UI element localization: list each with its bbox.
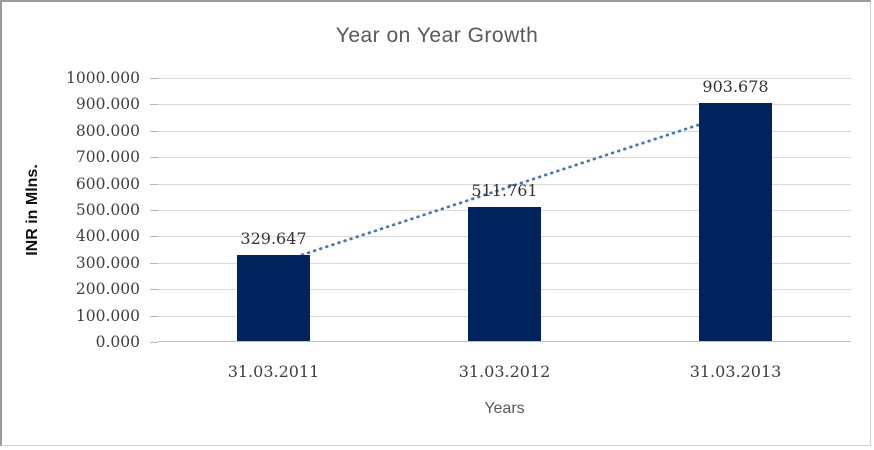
y-tick-label: 800.000 — [75, 121, 140, 140]
x-category-label: 31.03.2011 — [227, 362, 320, 381]
y-tick-mark — [150, 342, 158, 343]
y-tick-label: 500.000 — [75, 201, 140, 219]
y-tick-label: 300.000 — [75, 253, 140, 272]
y-tick-label: 200.000 — [75, 280, 140, 299]
y-tick-label: 900.000 — [75, 95, 140, 114]
y-tick-mark — [150, 289, 158, 291]
y-tick-mark — [150, 210, 158, 211]
y-tick-mark — [150, 78, 158, 79]
gridline — [158, 130, 851, 132]
x-axis-line — [158, 341, 851, 342]
y-tick-label: 400.000 — [75, 227, 140, 246]
y-tick-label: 0.000 — [95, 333, 140, 351]
gridline — [158, 104, 851, 106]
y-tick-label: 600.000 — [75, 174, 140, 193]
y-tick-mark — [150, 183, 158, 185]
gridline — [158, 78, 851, 79]
y-tick-label: 1000.000 — [66, 69, 140, 87]
gridline — [158, 183, 851, 185]
bar-value-label: 511.761 — [471, 180, 538, 200]
bar-31.03.2013[interactable] — [699, 103, 772, 341]
x-axis-title: Years — [484, 400, 525, 417]
plot-area — [158, 78, 851, 342]
y-tick-mark — [150, 262, 158, 264]
y-tick-mark — [150, 130, 158, 132]
y-tick-label: 700.000 — [75, 148, 140, 167]
y-tick-mark — [150, 315, 158, 317]
bar-value-label: 903.678 — [702, 77, 769, 97]
y-tick-mark — [150, 157, 158, 159]
x-category-label: 31.03.2013 — [689, 362, 782, 381]
y-tick-mark — [150, 104, 158, 106]
bar-31.03.2012[interactable] — [468, 206, 541, 341]
x-category-label: 31.03.2012 — [458, 362, 551, 381]
y-tick-mark — [150, 236, 158, 238]
gridline — [158, 157, 851, 159]
bar-value-label: 329.647 — [240, 228, 307, 248]
y-tick-label: 100.000 — [75, 306, 140, 325]
bar-31.03.2011[interactable] — [237, 254, 310, 341]
trendline — [258, 106, 751, 271]
chart-title: Year on Year Growth — [335, 24, 539, 47]
